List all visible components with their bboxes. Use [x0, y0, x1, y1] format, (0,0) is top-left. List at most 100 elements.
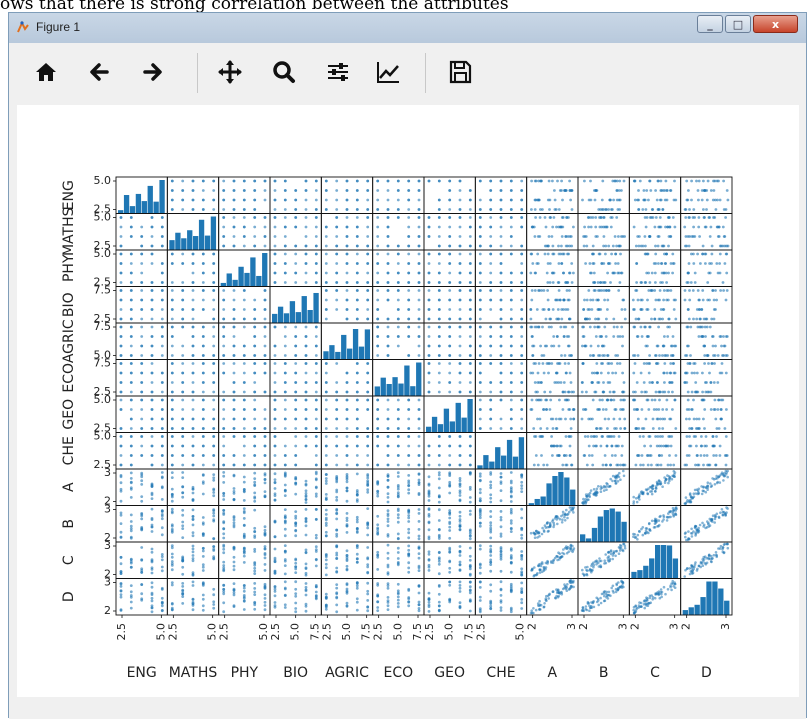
title-bar[interactable]: Figure 1 _ □ x	[9, 13, 806, 43]
scatter-point	[294, 198, 298, 202]
subplot-frame	[372, 176, 425, 214]
configure-subplots-button[interactable]	[323, 57, 353, 87]
scatter-point	[407, 417, 411, 421]
scatter-point	[201, 308, 205, 311]
scatter-point	[690, 427, 694, 430]
scatter-point	[304, 281, 308, 284]
scatter-point	[140, 235, 144, 238]
scatter-point	[294, 417, 298, 421]
scatter-point	[273, 325, 277, 329]
scatter-point	[567, 390, 571, 394]
close-button[interactable]: x	[753, 15, 798, 33]
scatter-point	[294, 371, 298, 375]
scatter-point	[140, 390, 144, 394]
scatter-point	[642, 362, 646, 365]
scatter-point	[640, 390, 644, 394]
histogram-bar	[591, 527, 598, 542]
scatter-point	[499, 532, 503, 536]
scatter-point	[695, 308, 699, 311]
home-button[interactable]	[31, 57, 61, 87]
scatter-point	[478, 571, 482, 575]
scatter-point	[119, 308, 123, 311]
subplot-geo-vs-agric	[320, 395, 374, 433]
scatter-point	[712, 381, 716, 384]
back-button[interactable]	[85, 57, 115, 87]
scatter-point	[140, 558, 144, 562]
scatter-point	[520, 516, 524, 520]
scatter-point	[273, 494, 277, 497]
forward-button[interactable]	[137, 57, 167, 87]
zoom-button[interactable]	[269, 57, 299, 87]
scatter-point	[671, 354, 675, 357]
scatter-point	[232, 298, 236, 302]
scatter-point	[345, 499, 349, 503]
scatter-point	[668, 417, 672, 421]
scatter-point	[536, 572, 539, 575]
scatter-point	[448, 509, 452, 512]
scatter-point	[713, 483, 717, 486]
scatter-point	[632, 225, 636, 229]
scatter-point	[598, 225, 602, 229]
scatter-point	[657, 317, 661, 321]
maximize-button[interactable]: □	[725, 15, 751, 33]
scatter-point	[242, 344, 246, 348]
subplot-frame	[680, 395, 733, 433]
pan-button[interactable]	[215, 57, 245, 87]
scatter-point	[150, 550, 154, 554]
scatter-point	[550, 435, 553, 438]
scatter-point	[304, 225, 308, 229]
scatter-point	[601, 354, 605, 357]
scatter-point	[294, 362, 298, 365]
scatter-point	[355, 493, 359, 497]
scatter-point	[557, 454, 561, 457]
scatter-point	[314, 189, 318, 192]
scatter-point	[427, 569, 431, 572]
scatter-point	[582, 500, 585, 504]
scatter-point	[705, 486, 708, 490]
scatter-point	[448, 325, 452, 329]
scatter-point	[458, 325, 462, 329]
scatter-point	[520, 281, 524, 284]
subplot-geo-vs-b	[577, 395, 630, 433]
scatter-point	[407, 335, 411, 338]
scatter-point	[222, 543, 226, 547]
scatter-point	[242, 298, 246, 302]
scatter-point	[705, 325, 709, 329]
scatter-point	[396, 398, 400, 402]
scatter-point	[712, 216, 715, 219]
scatter-point	[560, 354, 563, 357]
scatter-point	[160, 444, 164, 448]
scatter-point	[468, 281, 472, 284]
scatter-point	[294, 344, 298, 348]
figure-canvas[interactable]: ENG 2.5 5.0 MATHS 2.5 5.0 PHY 2.5 5.0 BIO 2.5 7.5 AG…	[17, 105, 799, 697]
histogram-bar	[358, 346, 365, 360]
subplot-maths-vs-phy	[218, 213, 271, 251]
scatter-point	[704, 390, 708, 394]
scatter-point	[283, 362, 287, 365]
scatter-point	[407, 536, 411, 540]
scatter-point	[437, 271, 441, 275]
scatter-point	[478, 491, 482, 495]
scatter-point	[667, 481, 670, 485]
scatter-point	[140, 325, 144, 329]
scatter-point	[263, 454, 267, 457]
scatter-point	[448, 354, 452, 357]
scatter-point	[396, 493, 400, 496]
scatter-point	[448, 444, 452, 448]
scatter-point	[648, 528, 651, 531]
scatter-point	[703, 325, 707, 329]
scatter-point	[458, 524, 462, 528]
scatter-point	[437, 208, 441, 211]
scatter-point	[589, 489, 593, 492]
scatter-point	[551, 308, 555, 311]
scatter-point	[437, 235, 441, 238]
scatter-point	[715, 435, 718, 438]
scatter-point	[666, 335, 670, 338]
scatter-point	[520, 474, 524, 478]
scatter-point	[283, 216, 287, 219]
edit-axis-button[interactable]	[373, 57, 403, 87]
save-button[interactable]	[445, 57, 475, 87]
scatter-point	[615, 189, 619, 192]
minimize-button[interactable]: _	[697, 15, 723, 33]
scatter-point	[294, 521, 298, 525]
